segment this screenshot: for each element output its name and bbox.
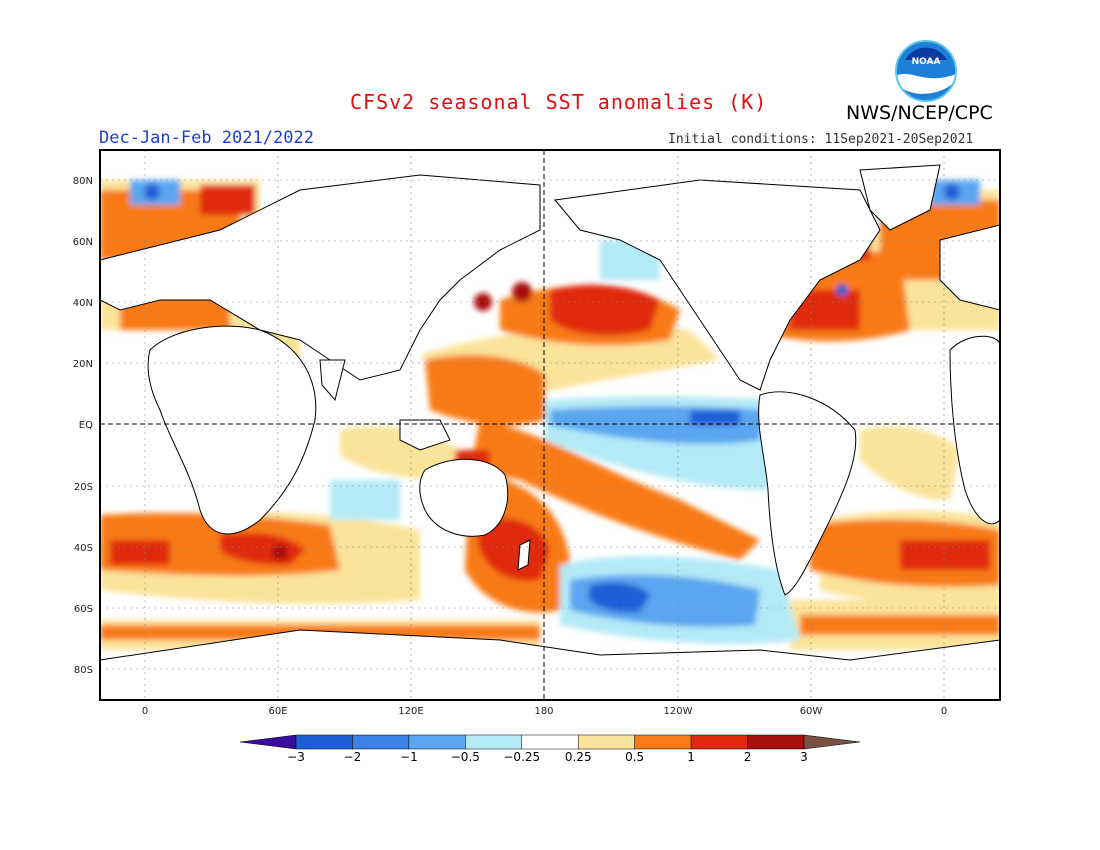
colorbar-label: 2	[744, 750, 752, 764]
lat-label: 80N	[73, 176, 93, 187]
colorbar-label: −3	[287, 750, 305, 764]
colorbar-label: −0.5	[451, 750, 480, 764]
lon-label: 60E	[268, 706, 287, 717]
colorbar-segment	[521, 734, 579, 750]
latitude-labels: 80N 60N 40N 20N EQ 20S 40S 60S 80S	[73, 176, 93, 676]
lat-label: 40N	[73, 298, 93, 309]
colorbar-label: −0.25	[503, 750, 540, 764]
lat-label: 20S	[74, 482, 93, 493]
lat-label: EQ	[79, 420, 93, 431]
colorbar-segment	[408, 734, 466, 750]
lon-label: 180	[534, 706, 553, 717]
graticule	[100, 150, 1000, 700]
lon-label: 60W	[800, 706, 823, 717]
chart-title: CFSv2 seasonal SST anomalies (K)	[350, 90, 768, 114]
season-label: Dec-Jan-Feb 2021/2022	[99, 128, 314, 148]
lat-label: 80S	[74, 665, 93, 676]
continent-outlines	[100, 164, 1000, 700]
colorbar-label: −2	[344, 750, 362, 764]
colorbar-segment	[295, 734, 353, 750]
lon-label: 0	[941, 706, 947, 717]
colorbar-label: 3	[800, 750, 808, 764]
noaa-logo-text: NOAA	[912, 57, 941, 67]
longitude-labels: 0 60E 120E 180 120W 60W 0	[142, 706, 947, 717]
map-frame	[99, 149, 1001, 701]
colorbar-max-triangle	[803, 734, 861, 750]
colorbar-segment	[352, 734, 410, 750]
colorbar-segment	[747, 734, 805, 750]
lon-label: 0	[142, 706, 148, 717]
agency-label: NWS/NCEP/CPC	[846, 102, 993, 124]
colorbar-segment	[634, 734, 692, 750]
lat-label: 20N	[73, 359, 93, 370]
colorbar-label: 0.25	[565, 750, 592, 764]
colorbar: −3 −2 −1 −0.5 −0.25 0.25 0.5 1 2 3	[239, 734, 861, 764]
anomaly-field	[100, 150, 1000, 700]
colorbar-segment	[690, 734, 748, 750]
lat-label: 60N	[73, 237, 93, 248]
colorbar-segment	[465, 734, 523, 750]
colorbar-segment	[577, 734, 635, 750]
noaa-logo: NOAA	[895, 40, 957, 102]
colorbar-label: −1	[400, 750, 418, 764]
colorbar-label: 0.5	[625, 750, 644, 764]
colorbar-label: 1	[687, 750, 695, 764]
lat-label: 60S	[74, 604, 93, 615]
initial-conditions-label: Initial conditions: 11Sep2021-20Sep2021	[668, 132, 974, 147]
lat-label: 40S	[74, 543, 93, 554]
lon-label: 120E	[398, 706, 423, 717]
colorbar-min-triangle	[239, 734, 297, 750]
lon-label: 120W	[664, 706, 693, 717]
